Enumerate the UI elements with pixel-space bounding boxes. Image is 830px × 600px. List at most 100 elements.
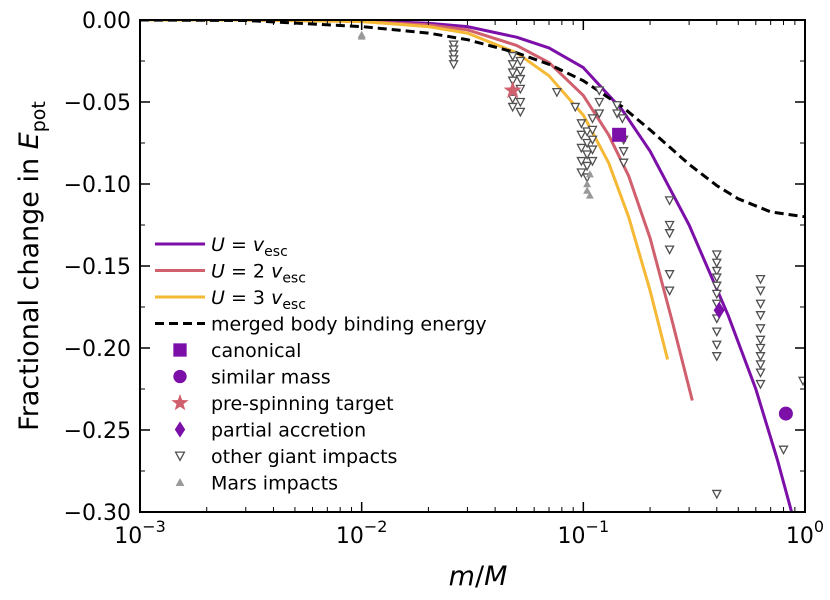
point-other-giant-impacts [711,489,722,500]
point-other-giant-impacts [755,379,766,390]
point-other-giant-impacts [664,270,675,280]
legend-label-u-v-esc: U = vesc [211,234,288,260]
y-axis-label-text: Fractional change in [14,149,45,431]
point-mars-impacts [585,170,594,178]
point-other-giant-impacts [618,147,629,157]
point-other-giant-impacts [664,245,675,255]
point-other-giant-impacts [711,327,722,337]
x-tick-exponent: −3 [142,517,166,536]
point-other-giant-impacts [551,88,562,98]
point-other-giant-impacts [576,156,587,167]
legend-marker-mars-impacts [175,478,185,487]
point-other-giant-impacts [576,143,587,154]
point-mars-impacts [583,186,592,194]
x-tick-base: 10 [786,524,814,549]
point-other-giant-impacts [755,343,766,354]
x-tick-base: 10 [336,524,364,549]
point-other-giant-impacts [711,250,722,260]
point-pre-spinning-target [503,81,522,99]
x-tick-exponent: 0 [814,517,824,536]
legend-label-canonical: canonical [211,340,301,362]
point-other-giant-impacts [570,102,581,113]
legend-label-other-giant-impacts: other giant impacts [211,446,397,468]
x-tick-exponent: −1 [586,517,610,536]
point-other-giant-impacts [448,45,459,55]
point-other-giant-impacts [755,335,766,346]
point-partial-accretion [713,301,725,319]
point-other-giant-impacts [797,376,805,387]
series-line-merged-body-binding-energy [140,20,805,219]
point-other-giant-impacts [448,60,459,70]
series-line-u-3-v-esc [140,20,670,360]
legend-label-u-3-v-esc: U = 3 vesc [211,287,306,313]
x-tick-label: 10−1 [558,517,610,549]
point-other-giant-impacts [755,299,766,310]
point-other-giant-impacts [594,109,605,119]
point-other-giant-impacts [664,229,675,239]
y-tick-label: −0.05 [64,91,131,116]
point-other-giant-impacts [515,56,526,67]
point-other-giant-impacts [612,101,623,111]
legend-label-pre-spinning-target: pre-spinning target [211,393,394,415]
point-other-giant-impacts [755,274,766,285]
x-tick-exponent: −2 [364,517,388,536]
legend-label-similar-mass: similar mass [211,367,331,389]
x-tick-base: 10 [558,524,586,549]
point-other-giant-impacts [507,68,518,78]
point-other-giant-impacts [507,51,518,62]
point-other-giant-impacts [664,286,675,296]
point-other-giant-impacts [617,114,628,124]
y-axis-label-symbol: E [14,132,45,149]
point-other-giant-impacts [594,97,605,108]
legend-label-mars-impacts: Mars impacts [211,473,338,495]
legend-marker-canonical [173,343,187,357]
point-other-giant-impacts [755,360,766,370]
point-other-giant-impacts [711,340,722,351]
y-tick-label: −0.20 [64,337,131,362]
point-other-giant-impacts [582,161,593,172]
tick-labels-layer: 10−3 10−2 10−1 1000.00−0.05−0.10−0.15−0.20−… [64,9,825,549]
point-other-giant-impacts [778,445,789,456]
legend-marker-partial-accretion [174,421,186,438]
point-other-giant-impacts [507,102,518,113]
y-tick-label: −0.10 [64,173,131,198]
x-axis-label-slash: / [475,561,485,592]
point-other-giant-impacts [515,107,526,118]
point-other-giant-impacts [711,352,722,362]
point-other-giant-impacts [582,138,593,149]
point-other-giant-impacts [711,266,722,277]
point-other-giant-impacts [582,127,593,137]
y-tick-label: −0.25 [64,419,131,444]
point-other-giant-impacts [587,135,598,146]
point-other-giant-impacts [612,109,623,119]
x-tick-label: 10−3 [114,517,166,549]
point-other-giant-impacts [594,86,605,96]
point-other-giant-impacts [515,97,526,108]
y-axis-label: Fractional change in Epot [14,101,50,431]
point-other-giant-impacts [664,220,675,231]
point-similar-mass [778,406,793,421]
point-other-giant-impacts [515,66,526,77]
point-other-giant-impacts [711,273,722,283]
x-axis-label: m/M [449,561,508,592]
point-mars-impacts [583,180,592,188]
point-other-giant-impacts [711,258,722,269]
ticks-layer [139,19,806,513]
point-other-giant-impacts [507,76,518,87]
point-other-giant-impacts [507,60,518,70]
point-other-giant-impacts [755,324,766,334]
legend-marker-pre-spinning-target [171,394,189,411]
markers-layer [357,30,805,500]
plot-background [140,20,805,512]
point-other-giant-impacts [755,352,766,362]
point-other-giant-impacts [587,125,598,136]
point-canonical [612,127,627,142]
point-mars-impacts [585,191,594,199]
point-other-giant-impacts [618,158,629,169]
point-other-giant-impacts [755,311,766,321]
y-axis-label-subscript: pot [28,101,50,132]
legend-marker-similar-mass [173,369,187,384]
point-other-giant-impacts [755,368,766,378]
